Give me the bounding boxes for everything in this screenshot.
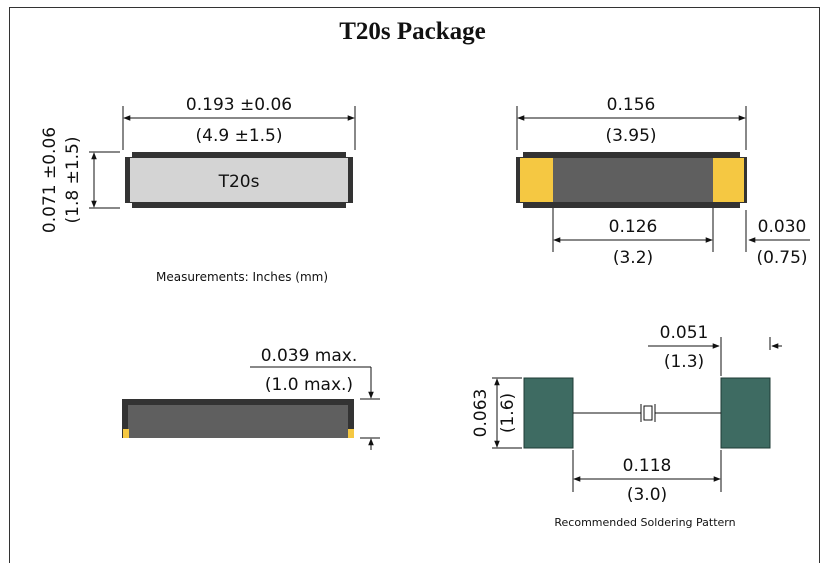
- bottom-inner-in: 0.126: [609, 217, 658, 237]
- bottom-terminal-mm: (0.75): [756, 248, 807, 268]
- package-marking: T20s: [218, 172, 260, 192]
- terminal-left-side: [123, 429, 129, 438]
- top-width-mm: (1.8 ±1.5): [63, 137, 83, 224]
- units-note: Measurements: Inches (mm): [156, 270, 328, 284]
- bottom-length-in: 0.156: [607, 95, 656, 115]
- soldering-pattern-caption: Recommended Soldering Pattern: [554, 516, 735, 529]
- diagram-frame: [9, 7, 820, 563]
- pad-height-mm: (1.6): [498, 393, 518, 433]
- crystal-body-top: [130, 158, 348, 202]
- bottom-view: 0.156 (3.95) 0.126 (3.2) 0.030 (0.75): [516, 95, 810, 268]
- solder-pad-right: [720, 377, 771, 449]
- top-length-in: 0.193 ±0.06: [186, 95, 292, 115]
- pad-gap-mm: (3.0): [627, 485, 667, 505]
- bottom-length-mm: (3.95): [605, 126, 656, 146]
- top-length-mm: (4.9 ±1.5): [196, 126, 283, 146]
- side-view: 0.039 max. (1.0 max.): [122, 346, 380, 450]
- pad-height-in: 0.063: [471, 389, 491, 438]
- crystal-body-bottom: [520, 158, 744, 202]
- terminal-right: [713, 158, 744, 202]
- solder-pad-left: [523, 377, 574, 449]
- pad-gap-in: 0.118: [623, 456, 672, 476]
- top-width-in: 0.071 ±0.06: [40, 127, 60, 233]
- soldering-pattern: 0.051 (1.3) 0.063 (1.6) 0.118 (3.0) Reco…: [471, 323, 782, 529]
- pad-width-in: 0.051: [660, 323, 709, 343]
- terminal-right-side: [348, 429, 354, 438]
- top-view: 0.193 ±0.06 (4.9 ±1.5) T20s 0.071 ±0.06 …: [40, 95, 356, 233]
- bottom-inner-mm: (3.2): [613, 248, 653, 268]
- page-title: T20s Package: [339, 18, 486, 45]
- crystal-side-body: [128, 405, 348, 438]
- pad-width-mm: (1.3): [664, 352, 704, 372]
- terminal-left: [520, 158, 553, 202]
- side-height-in: 0.039 max.: [261, 346, 358, 366]
- bottom-terminal-in: 0.030: [758, 217, 807, 237]
- crystal-element: [643, 405, 653, 421]
- side-height-mm: (1.0 max.): [265, 375, 353, 395]
- crystal-symbol: [573, 404, 721, 422]
